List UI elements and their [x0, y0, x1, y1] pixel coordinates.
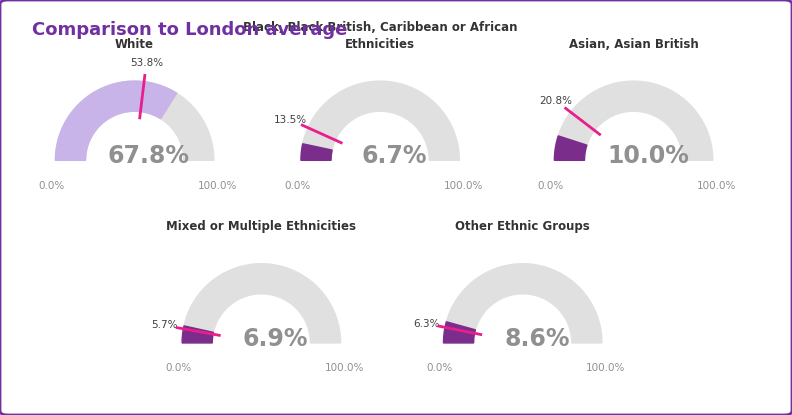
Text: 5.7%: 5.7%	[151, 320, 178, 330]
Text: 20.8%: 20.8%	[539, 95, 572, 106]
Polygon shape	[182, 264, 341, 343]
Polygon shape	[301, 144, 332, 160]
Text: 13.5%: 13.5%	[274, 115, 307, 125]
Text: 8.6%: 8.6%	[505, 327, 569, 351]
Polygon shape	[301, 81, 459, 160]
Polygon shape	[444, 264, 602, 343]
Title: Mixed or Multiple Ethnicities: Mixed or Multiple Ethnicities	[166, 220, 356, 234]
Text: 0.0%: 0.0%	[284, 181, 310, 190]
Text: 0.0%: 0.0%	[426, 363, 453, 373]
Text: 100.0%: 100.0%	[325, 363, 364, 373]
Text: 100.0%: 100.0%	[444, 181, 483, 190]
Polygon shape	[554, 136, 587, 160]
Title: Other Ethnic Groups: Other Ethnic Groups	[455, 220, 590, 234]
Polygon shape	[444, 322, 475, 343]
Title: Black, Black British, Caribbean or African
Ethnicities: Black, Black British, Caribbean or Afric…	[243, 21, 517, 51]
Title: Asian, Asian British: Asian, Asian British	[569, 38, 699, 51]
Text: 0.0%: 0.0%	[38, 181, 65, 190]
Text: 100.0%: 100.0%	[697, 181, 737, 190]
Text: 100.0%: 100.0%	[586, 363, 626, 373]
Polygon shape	[55, 81, 214, 160]
Text: 10.0%: 10.0%	[607, 144, 689, 168]
Text: 6.3%: 6.3%	[413, 319, 440, 329]
Polygon shape	[182, 326, 213, 343]
Text: 0.0%: 0.0%	[165, 363, 192, 373]
Text: 6.7%: 6.7%	[362, 144, 427, 168]
Text: 0.0%: 0.0%	[537, 181, 564, 190]
Text: 100.0%: 100.0%	[198, 181, 238, 190]
Text: Comparison to London average: Comparison to London average	[32, 21, 347, 39]
Text: 53.8%: 53.8%	[130, 58, 163, 68]
Polygon shape	[554, 81, 713, 160]
Title: White: White	[115, 38, 154, 51]
Text: 67.8%: 67.8%	[108, 144, 190, 168]
Polygon shape	[55, 81, 177, 160]
Text: 6.9%: 6.9%	[243, 327, 308, 351]
